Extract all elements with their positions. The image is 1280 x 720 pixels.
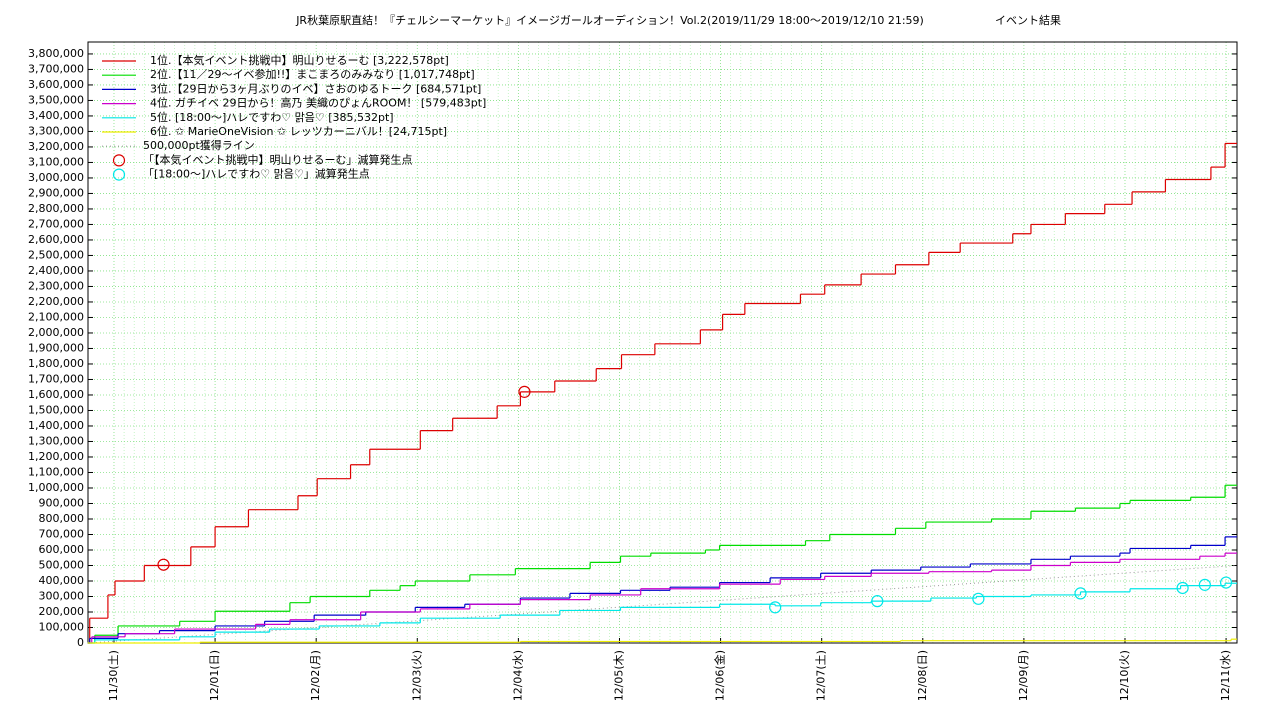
x-tick-label: 12/04(水) xyxy=(511,650,524,701)
point-marker xyxy=(1219,576,1233,589)
chart-subtitle: イベント結果 xyxy=(995,13,1061,27)
y-tick-label: 300,000 xyxy=(39,589,85,602)
point-marker xyxy=(1176,581,1189,595)
y-tick-label: 1,600,000 xyxy=(28,388,84,401)
legend-label: 2位.【11／29〜イベ参加!!】まこまろのみみなり [1,017,748pt] xyxy=(150,67,475,81)
y-tick-label: 3,800,000 xyxy=(28,47,84,60)
x-tick-label: 11/30(土) xyxy=(107,650,120,701)
x-tick-label: 12/09(月) xyxy=(1017,650,1030,701)
y-tick-label: 3,300,000 xyxy=(28,124,84,137)
y-tick-label: 3,200,000 xyxy=(28,140,84,153)
y-tick-label: 2,500,000 xyxy=(28,248,84,261)
y-tick-label: 2,000,000 xyxy=(28,326,84,339)
x-tick-label: 12/06(金) xyxy=(713,650,727,701)
y-tick-label: 700,000 xyxy=(39,527,85,540)
y-tick-label: 2,200,000 xyxy=(28,295,84,308)
y-tick-label: 200,000 xyxy=(39,605,85,618)
y-tick-label: 2,600,000 xyxy=(28,233,84,246)
point-marker xyxy=(157,558,170,571)
y-tick-label: 3,000,000 xyxy=(28,171,84,184)
y-tick-label: 1,100,000 xyxy=(28,465,84,478)
y-tick-label: 2,700,000 xyxy=(28,217,84,230)
x-tick-label: 12/07(土) xyxy=(815,650,828,701)
y-tick-label: 100,000 xyxy=(39,620,85,633)
legend-label: 1位.【本気イベント挑戦中】明山りせるーむ [3,222,578pt] xyxy=(150,53,449,67)
y-tick-label: 2,800,000 xyxy=(28,202,84,215)
point-marker xyxy=(1198,578,1211,591)
y-tick-label: 1,700,000 xyxy=(28,372,84,385)
legend-label: 「[18:00〜]ハレですわ♡ 맑음♡」減算発生点 xyxy=(143,167,370,181)
x-tick-label: 12/05(木) xyxy=(612,650,625,701)
legend-marker xyxy=(112,168,126,181)
x-tick-label: 12/11(水) xyxy=(1219,650,1232,701)
legend-marker xyxy=(112,154,126,167)
y-tick-label: 600,000 xyxy=(39,543,85,556)
point-marker xyxy=(518,385,531,398)
y-tick-label: 400,000 xyxy=(39,574,85,587)
point-marker xyxy=(1074,587,1087,600)
point-marker xyxy=(769,601,782,614)
y-tick-label: 3,500,000 xyxy=(28,93,84,106)
y-tick-label: 2,400,000 xyxy=(28,264,84,277)
legend-label: 500,000pt獲得ライン xyxy=(143,139,255,152)
point-marker xyxy=(972,592,985,605)
y-tick-label: 1,300,000 xyxy=(28,434,84,447)
legend-label: 「【本気イベント挑戦中】明山りせるーむ」減算発生点 xyxy=(143,152,413,166)
plot-frame xyxy=(87,41,1238,644)
y-tick-label: 3,700,000 xyxy=(28,62,84,75)
x-tick-label: 12/02(月) xyxy=(309,650,322,701)
y-tick-label: 3,400,000 xyxy=(28,109,84,122)
reference-line xyxy=(87,564,1238,644)
y-tick-label: 3,600,000 xyxy=(28,78,84,91)
legend-label: 6位. ✩ MarieOneVision ✩ レッツカーニバル！[24,715p… xyxy=(150,124,447,138)
y-tick-label: 2,900,000 xyxy=(28,186,84,199)
y-tick-label: 900,000 xyxy=(39,496,85,509)
y-tick-label: 2,100,000 xyxy=(28,310,84,323)
y-tick-label: 0 xyxy=(77,636,84,649)
y-tick-label: 3,100,000 xyxy=(28,155,84,168)
y-tick-label: 500,000 xyxy=(39,558,85,571)
y-tick-label: 1,400,000 xyxy=(28,419,84,432)
y-tick-label: 2,300,000 xyxy=(28,279,84,292)
y-tick-label: 1,200,000 xyxy=(28,450,84,463)
x-tick-label: 12/10(火) xyxy=(1118,650,1131,701)
y-tick-label: 1,500,000 xyxy=(28,403,84,416)
x-tick-label: 12/08(日) xyxy=(916,650,929,701)
y-tick-label: 800,000 xyxy=(39,512,85,525)
x-tick-label: 12/03(火) xyxy=(410,650,423,701)
y-tick-label: 1,000,000 xyxy=(28,481,84,494)
legend-label: 5位. [18:00〜]ハレですわ♡ 맑음♡ [385,532pt] xyxy=(150,110,394,124)
point-marker xyxy=(871,595,884,608)
x-tick-label: 12/01(日) xyxy=(208,650,221,701)
legend-label: 3位.【29日から3ヶ月ぶりのイベ】さおのゆるトーク [684,571pt] xyxy=(150,81,481,95)
legend-label: 4位. ガチイベ 29日から！高乃 美織のぴょんROOM！ [579,483pt… xyxy=(150,96,486,110)
chart-title: JR秋葉原駅直結！『チェルシーマーケット』イメージガールオーディション！Vol.… xyxy=(295,13,924,27)
y-tick-label: 1,900,000 xyxy=(28,341,84,354)
y-tick-label: 1,800,000 xyxy=(28,357,84,370)
